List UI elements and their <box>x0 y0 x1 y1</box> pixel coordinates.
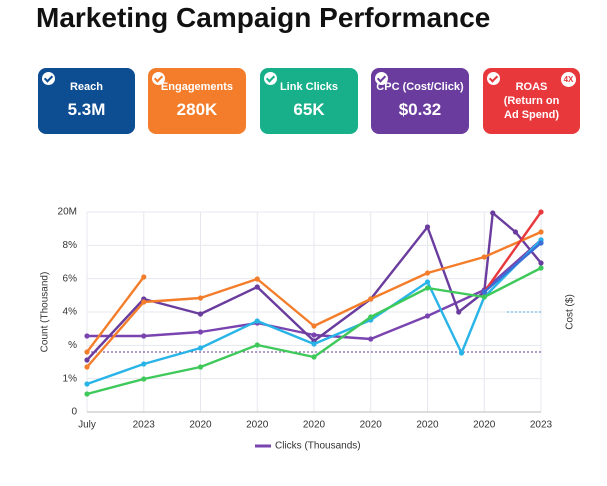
data-point <box>84 391 90 397</box>
data-point <box>490 210 496 216</box>
series-line <box>483 211 542 293</box>
kpi-label-line: (Return on <box>503 95 560 107</box>
x-tick-label: 2020 <box>360 420 383 431</box>
data-point <box>368 336 374 342</box>
kpi-card: CPC (Cost/Click) $0.32 <box>371 68 469 134</box>
kpi-value: $0.32 <box>398 100 442 119</box>
data-point <box>424 279 431 285</box>
data-point <box>481 294 487 300</box>
data-point <box>84 364 90 370</box>
data-point <box>311 323 317 329</box>
y-tick-label: 6% <box>63 273 78 284</box>
check-icon <box>152 72 165 85</box>
check-icon <box>487 72 500 85</box>
data-point <box>458 350 465 356</box>
data-point <box>311 341 317 347</box>
data-point <box>254 284 260 290</box>
kpi-card: Engagements 280K <box>148 68 246 134</box>
data-point <box>141 361 147 367</box>
data-point <box>424 285 431 291</box>
kpi-value: 65K <box>293 100 325 119</box>
data-point <box>197 311 204 317</box>
check-icon <box>375 72 388 85</box>
check-icon <box>42 72 55 85</box>
kpi-label: ROAS (Return on Ad Spend) <box>483 80 580 122</box>
x-tick-label: 2020 <box>416 420 439 431</box>
data-point <box>197 295 204 301</box>
data-point <box>84 381 90 387</box>
title: Marketing Campaign Performance <box>36 2 491 33</box>
data-point <box>512 229 519 235</box>
series-line <box>86 211 542 361</box>
y-tick-label: 20M <box>58 207 77 218</box>
kpi-card: Link Clicks 65K <box>260 68 358 134</box>
data-point <box>481 289 487 295</box>
x-tick-label: 2023 <box>530 420 553 431</box>
data-point <box>424 270 431 276</box>
data-point <box>141 299 147 305</box>
data-point <box>254 318 260 324</box>
kpi-card: ROAS (Return on Ad Spend) 4X <box>483 68 580 134</box>
data-point <box>84 333 90 339</box>
x-tick-label: 2020 <box>303 420 326 431</box>
data-point <box>538 260 544 266</box>
series-line <box>86 239 542 386</box>
legend-label: Clicks (Thousands) <box>275 441 361 452</box>
y-tick-label: 8% <box>63 240 78 251</box>
data-point <box>424 313 431 319</box>
x-tick-label: 2020 <box>473 420 496 431</box>
data-point <box>311 332 317 338</box>
badge: 4X <box>561 72 576 87</box>
data-point <box>456 309 462 315</box>
data-point <box>141 333 147 339</box>
data-point <box>197 364 204 370</box>
y-axis-label: Count (Thousand) <box>40 272 51 353</box>
data-point <box>197 345 204 351</box>
data-point <box>481 254 487 260</box>
kpi-label: Reach <box>69 81 104 93</box>
kpi-value: 5.3M <box>67 100 106 119</box>
kpi-label: Engagements <box>160 81 234 93</box>
data-point <box>84 357 90 363</box>
y2-axis-label: Cost ($) <box>565 294 576 330</box>
x-tick-label: 2023 <box>133 420 156 431</box>
data-point <box>368 296 374 302</box>
data-point <box>538 209 544 215</box>
data-point <box>311 354 317 360</box>
x-tick-label: 2020 <box>246 420 269 431</box>
data-point <box>254 342 260 348</box>
data-point <box>84 349 90 355</box>
check-icon <box>264 72 277 85</box>
y-tick-label: 4% <box>63 307 78 318</box>
y-tick-label: % <box>68 340 77 351</box>
x-tick-label: 2020 <box>189 420 212 431</box>
data-point <box>424 224 431 230</box>
data-point <box>538 240 544 246</box>
data-point <box>538 229 544 235</box>
y-tick-label: 0 <box>71 407 77 418</box>
series-line <box>483 242 542 293</box>
data-point <box>254 276 260 282</box>
data-point <box>538 265 544 271</box>
kpi-label-line: Ad Spend) <box>504 109 559 121</box>
kpi-value: 280K <box>176 100 218 119</box>
data-point <box>141 274 147 280</box>
data-point <box>141 376 147 382</box>
kpi-label-line: ROAS <box>515 81 548 93</box>
data-point <box>368 314 374 320</box>
data-point <box>197 329 204 335</box>
kpi-card: Reach 5.3M <box>38 68 135 134</box>
y-tick-label: 1% <box>63 373 78 384</box>
kpi-label: CPC (Cost/Click) <box>376 81 464 93</box>
kpi-label: Link Clicks <box>279 81 339 93</box>
series-line <box>86 276 145 353</box>
x-tick-label: July <box>78 420 96 431</box>
